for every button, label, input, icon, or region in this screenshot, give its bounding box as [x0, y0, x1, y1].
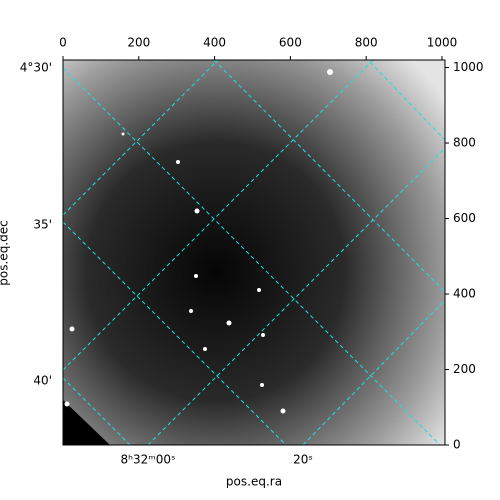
ra-tick-label: 8ʰ32ᵐ00ˢ	[121, 453, 176, 467]
y-tick-label: 400	[453, 287, 476, 301]
dec-tick-label: 35'	[33, 218, 52, 232]
y-tick-label: 600	[453, 211, 476, 225]
sky-image	[63, 60, 445, 445]
y-tick-label: 1000	[453, 60, 484, 74]
y-tick-label: 200	[453, 362, 476, 376]
y-axis-label: pos.eq.dec	[0, 220, 11, 285]
x-tick-label: 200	[127, 36, 150, 50]
frame	[62, 59, 446, 446]
dec-tick-label: 4°30'	[20, 61, 52, 75]
x-axis-label: pos.eq.ra	[226, 475, 282, 489]
x-tick-label: 400	[203, 36, 226, 50]
y-tick-label: 800	[453, 136, 476, 150]
y-tick-label: 0	[453, 438, 461, 452]
ra-tick-label: 20ˢ	[293, 453, 313, 467]
x-tick-label: 1000	[427, 36, 458, 50]
x-tick-label: 800	[355, 36, 378, 50]
stars	[63, 69, 333, 445]
dec-tick-label: 40'	[33, 374, 52, 388]
x-tick-label: 0	[59, 36, 67, 50]
coordinate-grid	[63, 60, 445, 445]
x-tick-label: 600	[279, 36, 302, 50]
